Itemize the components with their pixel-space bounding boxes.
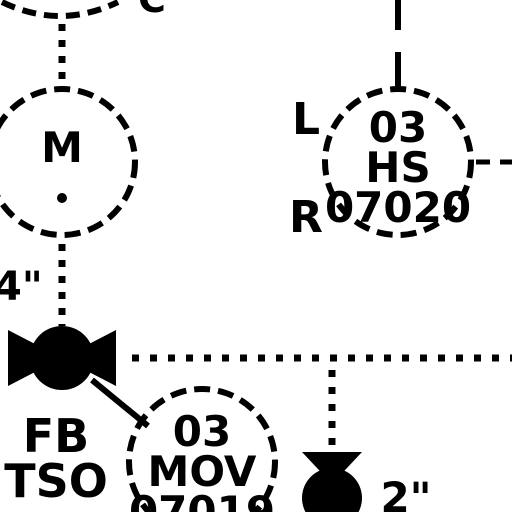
hand-switch-tag: 07020 (325, 183, 471, 232)
valve-label-line1: FB (23, 409, 89, 463)
mov-bubble (126, 386, 278, 517)
mov-number: 03 (173, 407, 231, 456)
side-label-right: R (289, 192, 323, 243)
valve-label-line2: TSO (4, 454, 108, 508)
fb-tso-valve (8, 326, 116, 390)
motor-dot (57, 193, 67, 203)
side-label-left: L (292, 94, 320, 145)
pipe-size-left: 4" (0, 264, 43, 310)
motor-bubble (0, 86, 138, 238)
hand-switch-number: 03 (369, 103, 427, 152)
mov-tag: 07019 (129, 487, 275, 512)
mov-type: MOV (148, 447, 257, 496)
pipe-size-right: 2" (380, 473, 431, 512)
hand-switch-bubble (322, 86, 474, 238)
top-partial-label: C (138, 0, 166, 21)
small-valve (302, 452, 362, 517)
motor-label: M (41, 123, 83, 172)
actuator-link (90, 377, 150, 429)
partial-instrument-bubble (0, 0, 120, 19)
hand-switch-type: HS (365, 143, 430, 192)
